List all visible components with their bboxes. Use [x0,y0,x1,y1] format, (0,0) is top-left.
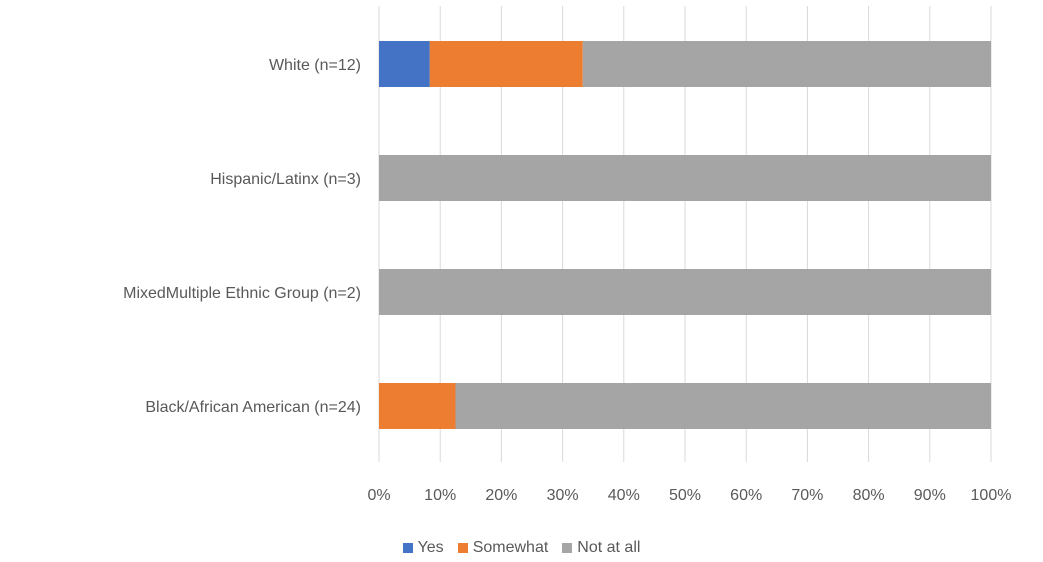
legend-item: Somewhat [457,539,549,557]
bars [379,41,991,429]
x-tick-label: 40% [608,487,640,504]
x-tick-label: 30% [547,487,579,504]
bar-segment-not-at-all [455,383,991,429]
legend-label: Somewhat [472,539,549,556]
bar-segment-somewhat [379,383,456,429]
category-labels: White (n=12) Hispanic/Latinx (n=3) MixedMu… [123,57,361,416]
category-label: Hispanic/Latinx (n=3) [210,171,361,188]
x-tick-label: 50% [669,487,701,504]
category-label: MixedMultiple Ethnic Group (n=2) [123,285,361,302]
legend-swatch [457,543,468,553]
x-tick-label: 60% [730,487,762,504]
x-tick-label: 90% [914,487,946,504]
bar-segment-somewhat [429,41,583,87]
x-tick-label: 0% [367,487,390,504]
legend-label: Not at all [577,539,641,556]
category-label: Black/African American (n=24) [145,399,361,416]
bar-segment-not-at-all [379,269,991,315]
legend: Yes Somewhat Not at all [0,536,1043,560]
legend-swatch [402,543,413,553]
x-tick-label: 10% [424,487,456,504]
legend-item: Yes [402,539,444,557]
x-tick-label: 100% [971,487,1012,504]
x-tick-label: 70% [791,487,823,504]
legend-item: Not at all [562,539,640,557]
x-tick-label: 80% [853,487,885,504]
bar-segment-yes [379,41,430,87]
category-label: White (n=12) [269,57,361,74]
legend-label: Yes [417,539,444,556]
bar-segment-not-at-all [379,155,991,201]
stacked-bar-chart: White (n=12) Hispanic/Latinx (n=3) MixedMu… [123,6,1011,504]
legend-swatch [562,543,573,553]
x-tick-label: 20% [485,487,517,504]
x-axis-tick-labels: 0% 10% 20% 30% 40% 50% 60% 70% 80% 90% 100% [367,487,1011,504]
bar-segment-not-at-all [582,41,991,87]
